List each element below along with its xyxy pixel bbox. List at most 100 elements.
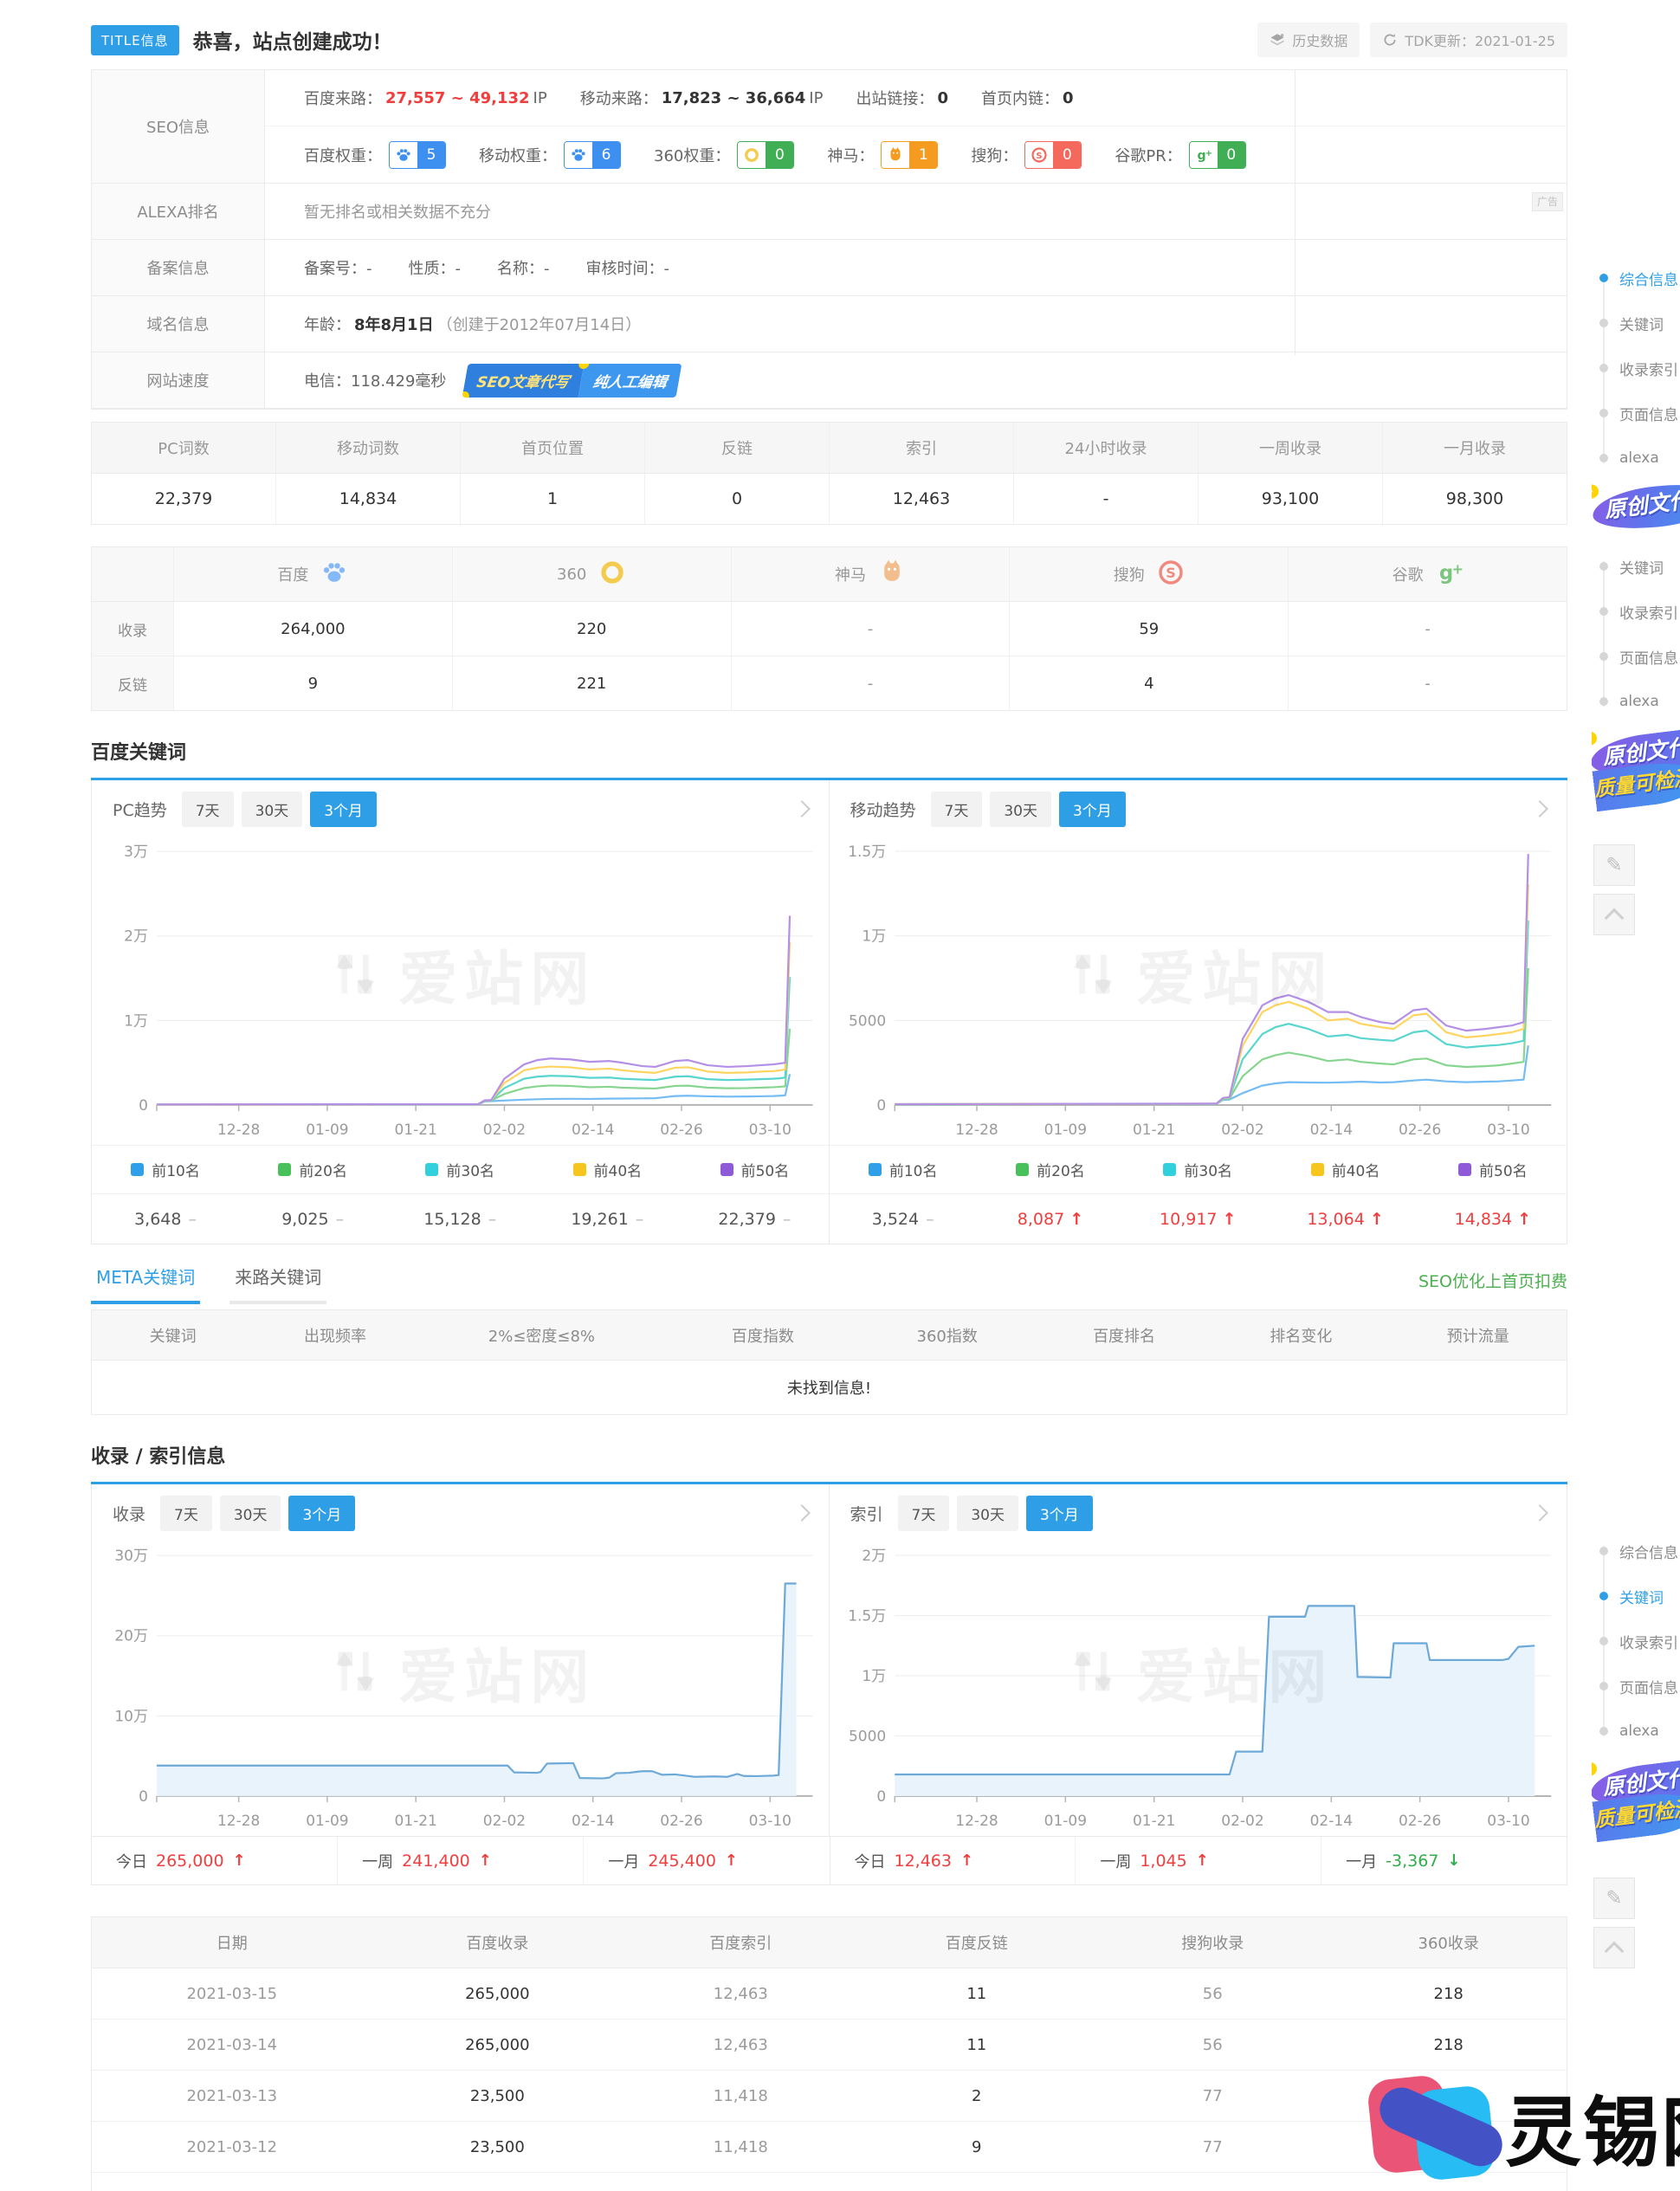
metric-label: 移动来路： bbox=[579, 90, 658, 108]
svg-text:+: + bbox=[1205, 148, 1212, 158]
svg-text:0: 0 bbox=[876, 1788, 886, 1806]
legend-item[interactable]: 前10名 bbox=[830, 1159, 977, 1180]
nav-item-label: 综合信息 bbox=[1619, 1544, 1678, 1562]
range-tab-7天[interactable]: 7天 bbox=[930, 791, 983, 827]
legend-item[interactable]: 前40名 bbox=[1271, 1159, 1418, 1180]
seo-writing-ad-badge[interactable]: SEO文章代写 纯人工编辑 bbox=[462, 363, 683, 397]
svg-text:+: + bbox=[1451, 560, 1463, 577]
summary-label: 今日 bbox=[854, 1852, 886, 1871]
original-writing-sticker[interactable]: 原创文代写 质量可检测 bbox=[1592, 1753, 1680, 1843]
sidebar-item-收录索引[interactable]: 收录索引 bbox=[1592, 589, 1680, 634]
legend-item[interactable]: 前30名 bbox=[1124, 1159, 1271, 1180]
weight-badge[interactable]: g +0 bbox=[1188, 140, 1246, 169]
chevron-right-icon[interactable] bbox=[792, 800, 811, 818]
svg-text:12-28: 12-28 bbox=[955, 1121, 998, 1139]
metric-label: 首页内链： bbox=[980, 90, 1059, 108]
anchor-nav-top: 综合信息 关键词收录索引页面信息 alexa bbox=[1592, 255, 1680, 481]
sogou-icon: S bbox=[1159, 559, 1183, 585]
panel-label: 索引 bbox=[850, 1504, 883, 1524]
sidebar-item-综合信息[interactable]: 综合信息 bbox=[1592, 255, 1680, 301]
stats-value-cell: 14,834 bbox=[276, 474, 461, 524]
history-data-button[interactable]: 历史数据 bbox=[1257, 23, 1360, 57]
nav-item-label: 收录索引 bbox=[1619, 361, 1678, 379]
sidebar-item-关键词[interactable]: 关键词 bbox=[1592, 544, 1680, 589]
seo-info-label: SEO信息 bbox=[92, 70, 265, 183]
weight-badge[interactable]: 1 bbox=[881, 140, 939, 169]
tdk-update-button[interactable]: TDK更新：2021-01-25 bbox=[1370, 23, 1567, 57]
chevron-right-icon[interactable] bbox=[792, 1504, 811, 1522]
svg-text:S: S bbox=[1166, 565, 1176, 581]
seo-weight-row: 百度权重： 5 移动权重： 6 360权重： 0 神马： 1 搜狗： S 0 谷歌PR： g +0 bbox=[265, 126, 1567, 183]
legend-item[interactable]: 前20名 bbox=[977, 1159, 1124, 1180]
panel-label: 收录 bbox=[113, 1504, 146, 1524]
sidebar-item-alexa[interactable]: alexa bbox=[1592, 679, 1680, 724]
speed-label: 网站速度 bbox=[92, 352, 265, 408]
svg-text:0: 0 bbox=[139, 1097, 148, 1115]
tab-meta-keywords[interactable]: META关键词 bbox=[91, 1264, 201, 1304]
range-tab-3个月[interactable]: 3个月 bbox=[1058, 791, 1126, 827]
nav-dot-icon bbox=[1599, 562, 1608, 571]
sidebar-item-alexa[interactable]: alexa bbox=[1592, 1709, 1680, 1754]
weight-badge[interactable]: 0 bbox=[737, 140, 795, 169]
sidebar-item-综合信息[interactable]: 综合信息 bbox=[1592, 1529, 1680, 1574]
nav-dot-icon bbox=[1599, 409, 1608, 417]
seo-optimize-link[interactable]: SEO优化上首页扣费 bbox=[1418, 1272, 1567, 1291]
meta-keyword-tabs: META关键词 来路关键词 SEO优化上首页扣费 bbox=[91, 1264, 1567, 1304]
chevron-right-icon[interactable] bbox=[1531, 800, 1548, 818]
range-tab-7天[interactable]: 7天 bbox=[181, 791, 234, 827]
stats-header-cell: 反链 bbox=[645, 423, 830, 473]
legend-swatch bbox=[131, 1163, 145, 1176]
legend-item[interactable]: 前10名 bbox=[92, 1159, 239, 1180]
legend-item[interactable]: 前50名 bbox=[1419, 1159, 1567, 1180]
weight-label: 谷歌PR： bbox=[1115, 146, 1182, 165]
legend-item[interactable]: 前30名 bbox=[386, 1159, 533, 1180]
value-number: 9,025 bbox=[281, 1209, 329, 1229]
sidebar-item-收录索引[interactable]: 收录索引 bbox=[1592, 346, 1680, 391]
back-to-top-button[interactable] bbox=[1593, 1927, 1635, 1968]
svg-text:02-14: 02-14 bbox=[572, 1813, 614, 1830]
nav-dot-icon bbox=[1599, 1727, 1608, 1735]
sidebar-item-页面信息[interactable]: 页面信息 bbox=[1592, 1664, 1680, 1709]
legend-label: 前50名 bbox=[740, 1163, 790, 1180]
range-tab-30天[interactable]: 30天 bbox=[990, 791, 1051, 827]
edit-button[interactable]: ✎ bbox=[1593, 1878, 1635, 1919]
legend-item[interactable]: 前50名 bbox=[681, 1159, 828, 1180]
tab-referral-keywords[interactable]: 来路关键词 bbox=[229, 1264, 327, 1304]
range-tab-3个月[interactable]: 3个月 bbox=[310, 791, 378, 827]
nav-dot-icon bbox=[1599, 364, 1608, 372]
range-tab-30天[interactable]: 30天 bbox=[957, 1495, 1018, 1531]
history-cell: 77 bbox=[1202, 2137, 1223, 2156]
range-tab-30天[interactable]: 30天 bbox=[219, 1495, 281, 1531]
original-writing-sticker[interactable]: 原创文代写 质量可检测 bbox=[1592, 722, 1680, 812]
sidebar-item-页面信息[interactable]: 页面信息 bbox=[1592, 391, 1680, 436]
weight-badge[interactable]: 6 bbox=[564, 140, 621, 169]
svg-text:12-28: 12-28 bbox=[217, 1813, 260, 1830]
flat-dash: – bbox=[335, 1209, 345, 1229]
range-tab-3个月[interactable]: 3个月 bbox=[288, 1495, 356, 1531]
engine-row-label: 收录 bbox=[92, 602, 174, 656]
sidebar-item-关键词[interactable]: 关键词 bbox=[1592, 301, 1680, 346]
weight-badge[interactable]: 5 bbox=[389, 140, 446, 169]
edit-button[interactable]: ✎ bbox=[1593, 844, 1635, 886]
chevron-right-icon[interactable] bbox=[1531, 1504, 1548, 1522]
range-tab-3个月[interactable]: 3个月 bbox=[1025, 1495, 1093, 1531]
legend-item[interactable]: 前40名 bbox=[533, 1159, 681, 1180]
range-tab-7天[interactable]: 7天 bbox=[160, 1495, 212, 1531]
weight-icon-box: S bbox=[1025, 141, 1054, 168]
ring-decoration bbox=[1592, 1761, 1598, 1777]
sidebar-item-页面信息[interactable]: 页面信息 bbox=[1592, 634, 1680, 679]
stats-value-cell: - bbox=[1014, 474, 1199, 524]
engine-name: 谷歌 bbox=[1392, 566, 1424, 585]
back-to-top-button[interactable] bbox=[1593, 894, 1635, 935]
range-tab-30天[interactable]: 30天 bbox=[241, 791, 303, 827]
range-tab-7天[interactable]: 7天 bbox=[897, 1495, 950, 1531]
index-section-title: 收录 / 索引信息 bbox=[91, 1441, 1567, 1484]
sidebar-item-alexa[interactable]: alexa bbox=[1592, 436, 1680, 481]
domain-row: 域名信息 年龄： 8年8月1日 （创建于2012年07月14日） bbox=[92, 296, 1567, 352]
legend-item[interactable]: 前20名 bbox=[239, 1159, 386, 1180]
original-writing-sticker[interactable]: 原创文代写 bbox=[1592, 475, 1680, 535]
sidebar-item-关键词[interactable]: 关键词 bbox=[1592, 1574, 1680, 1619]
sidebar-item-收录索引[interactable]: 收录索引 bbox=[1592, 1619, 1680, 1664]
